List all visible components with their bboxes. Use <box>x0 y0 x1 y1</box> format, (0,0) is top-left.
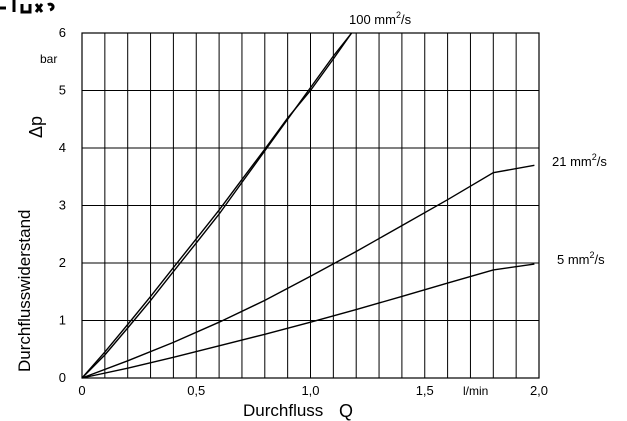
y-unit: bar <box>40 52 57 66</box>
curve-label-21-tail: /s <box>597 154 608 169</box>
x-tick-label: 1,0 <box>301 383 319 398</box>
curve-label-100-text: 100 mm <box>349 12 396 27</box>
y-tick-label: 5 <box>59 83 66 98</box>
x-axis-title: Durchfluss <box>243 401 323 420</box>
y-axis-title: Durchflusswiderstand <box>15 209 34 372</box>
curve-label-100: 100 mm2/s <box>349 10 412 27</box>
x-tick-label: 0,5 <box>187 383 205 398</box>
series-line-1 <box>81 32 353 379</box>
y-tick-labels: 0 1 2 3 4 5 6 <box>59 25 66 385</box>
plot-frame <box>81 32 540 379</box>
x-axis-symbol: Q <box>339 401 353 421</box>
x-tick-labels: 0 0,5 1,0 1,5 2,0 <box>78 383 548 398</box>
series-line-2 <box>81 164 535 379</box>
y-tick-label: 3 <box>59 198 66 213</box>
x-tick-label: 2,0 <box>530 383 548 398</box>
x-tick-label: 0 <box>78 383 85 398</box>
x-tick-label: 1,5 <box>416 383 434 398</box>
y-tick-label: 2 <box>59 255 66 270</box>
curve-label-21: 21 mm2/s <box>552 152 607 169</box>
y-tick-label: 6 <box>59 25 66 40</box>
curve-label-5-tail: /s <box>595 252 606 267</box>
series-line-0 <box>81 32 353 379</box>
curve-label-21-text: 21 mm <box>552 154 592 169</box>
curve-label-100-tail: /s <box>401 12 412 27</box>
cropped-header-fragment <box>0 0 55 14</box>
series-line-3 <box>81 263 535 379</box>
y-tick-label: 4 <box>59 140 66 155</box>
curve-label-21-sup: 2 <box>592 152 597 162</box>
curves <box>81 32 535 379</box>
y-axis-symbol: Δp <box>26 116 46 138</box>
grid <box>81 32 540 379</box>
x-unit: l/min <box>463 384 488 398</box>
curve-label-5-sup: 2 <box>590 250 595 260</box>
curve-label-5-text: 5 mm <box>557 252 590 267</box>
curve-label-5: 5 mm2/s <box>557 250 605 267</box>
y-tick-label: 0 <box>59 370 66 385</box>
y-tick-label: 1 <box>59 313 66 328</box>
curve-label-100-sup: 2 <box>396 10 401 20</box>
